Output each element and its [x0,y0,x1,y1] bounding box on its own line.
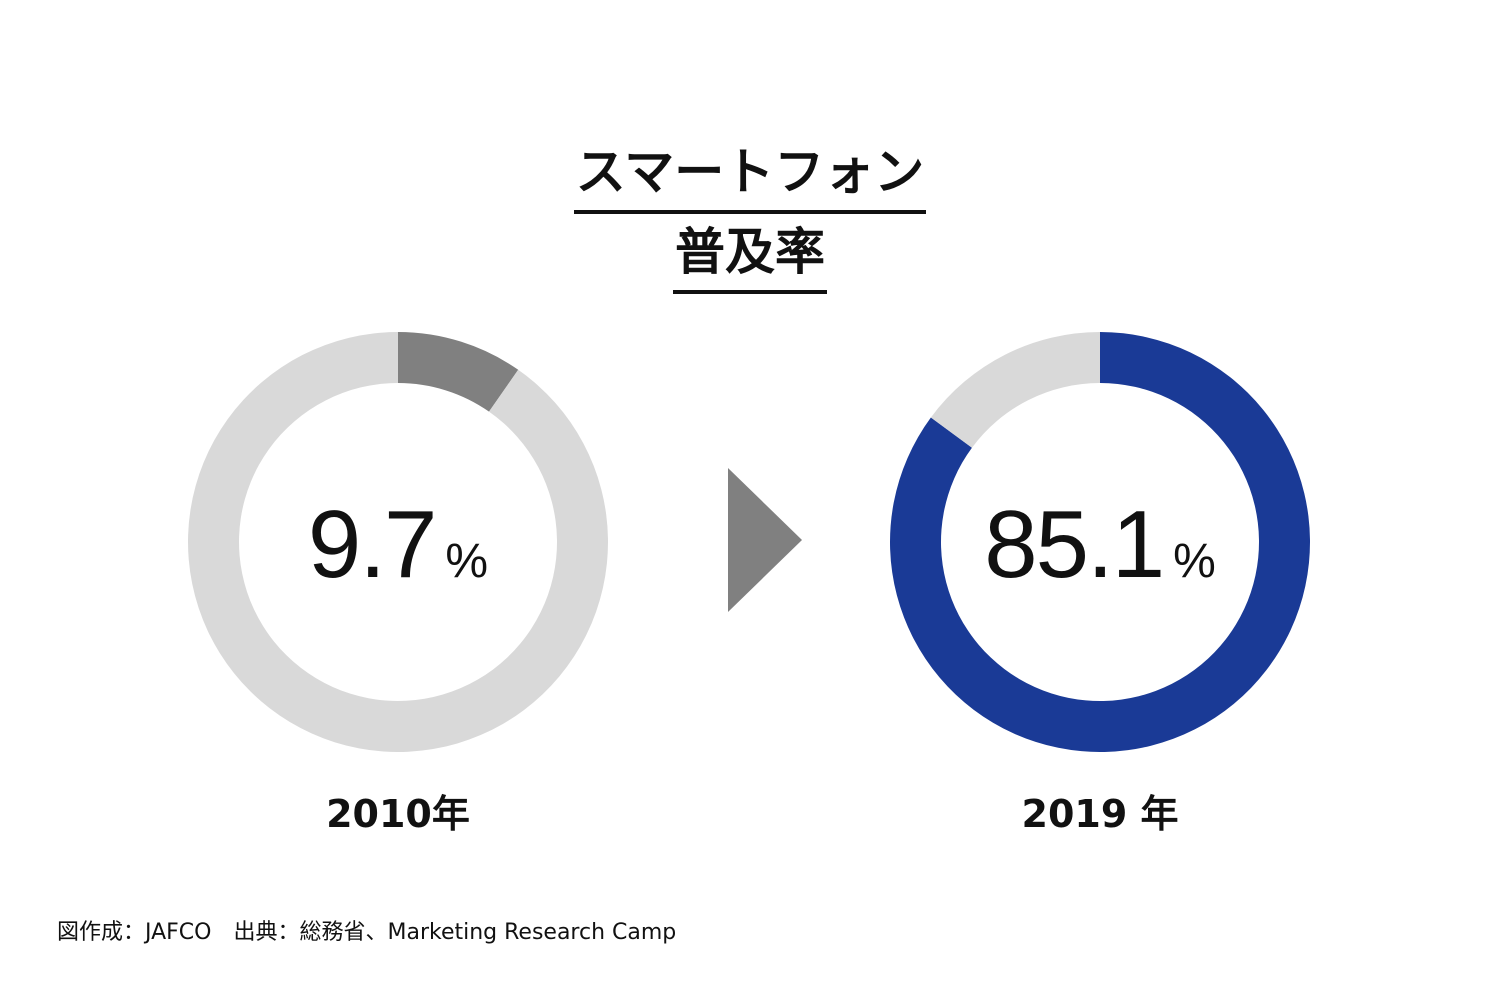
year-label-2010: 2010年 [326,792,470,836]
donut-slice-value [398,332,519,412]
triangle-right-icon [728,468,802,612]
value-label-2019: 85.1 % [890,490,1310,600]
value-unit-2019: % [1173,535,1216,588]
source-note: 図作成：JAFCO 出典：総務省、Marketing Research Camp [57,920,677,945]
donut-chart-2019 [890,332,1310,752]
arrow-shape [728,468,802,612]
value-number-2019: 85.1 [984,491,1165,598]
chart-title-line-2: 普及率 [0,222,1500,294]
value-label-2010: 9.7 % [188,490,608,600]
value-number-2010: 9.7 [307,491,437,598]
chart-title-text-1: スマートフォン [573,142,927,214]
chart-title-text-2: 普及率 [673,222,827,294]
chart-title-line-1: スマートフォン [0,142,1500,214]
donut-slice-remainder [930,332,1100,448]
donut-chart-2010 [188,332,608,752]
year-label-2019: 2019 年 [1021,792,1179,836]
value-unit-2010: % [445,535,489,588]
